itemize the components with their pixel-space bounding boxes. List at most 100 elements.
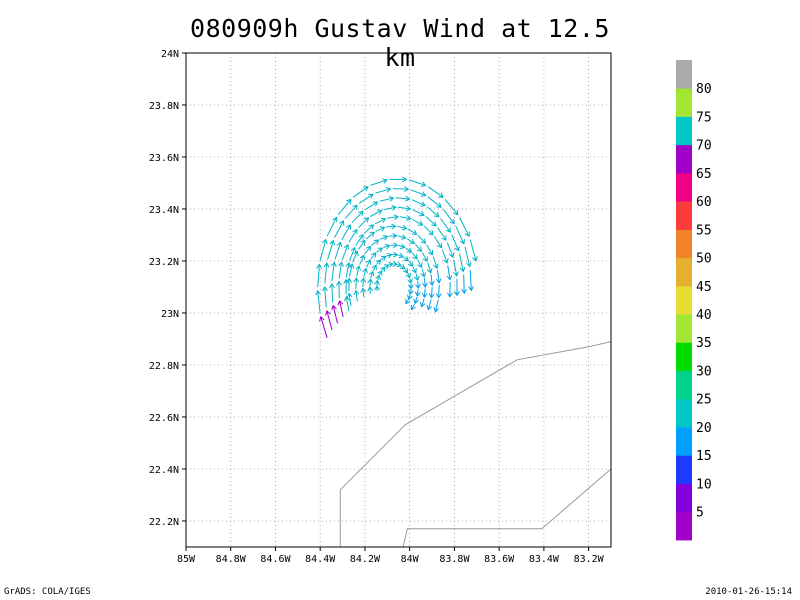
wind-vector-head: [428, 280, 435, 287]
colorbar-segment: [676, 172, 692, 202]
wind-vector: [399, 216, 411, 220]
wind-vector: [427, 196, 442, 208]
wind-vector: [412, 218, 423, 226]
wind-vector: [421, 252, 428, 262]
wind-vector: [326, 217, 337, 237]
wind-vector-head: [360, 277, 367, 283]
wind-vector: [383, 244, 390, 248]
wind-vector-head: [464, 231, 470, 238]
wind-vector-head: [445, 227, 451, 233]
wind-vector: [440, 218, 451, 233]
wind-vector-head: [428, 229, 434, 236]
wind-vector-head: [352, 204, 358, 210]
wind-vector-head: [368, 193, 374, 199]
wind-vector: [332, 305, 338, 324]
wind-vector-head: [405, 195, 411, 202]
wind-vector: [362, 278, 364, 288]
wind-vector-head: [337, 299, 344, 306]
wind-vector: [369, 209, 382, 217]
y-tick-label: 23.8N: [149, 101, 179, 112]
wind-vector: [433, 236, 442, 248]
colorbar-label: 45: [696, 280, 712, 295]
wind-vector-head: [374, 279, 380, 286]
wind-vector: [416, 289, 419, 297]
wind-vector-head: [393, 242, 399, 249]
wind-vector: [427, 262, 432, 273]
wind-vector: [444, 199, 459, 215]
wind-vector-head: [330, 261, 337, 267]
wind-vector-head: [405, 298, 411, 305]
wind-vector-head: [363, 217, 370, 223]
wind-vector-head: [379, 226, 386, 232]
wind-vector-head: [355, 265, 362, 271]
wind-vector-head: [407, 261, 414, 267]
wind-vector-head: [329, 239, 335, 246]
wind-vector-head: [436, 202, 442, 208]
wind-vector: [365, 231, 375, 240]
wind-vector: [331, 283, 334, 303]
wind-vector: [469, 239, 477, 261]
wind-vector: [364, 246, 371, 255]
wind-vector: [412, 209, 425, 216]
wind-vector: [348, 229, 358, 243]
wind-vector-head: [360, 287, 367, 293]
wind-vector-head: [466, 261, 472, 268]
wind-vector: [421, 298, 425, 307]
y-tick-label: 22.4N: [149, 465, 179, 476]
wind-vector-head: [368, 270, 375, 277]
x-tick-label: 84.8W: [216, 554, 247, 565]
wind-vector-head: [411, 229, 418, 235]
wind-vector: [414, 296, 418, 304]
colorbar-segment: [676, 60, 692, 89]
wind-vector-head: [367, 286, 374, 292]
y-axis-ticks: 22.2N 22.4N 22.6N 22.8N 23N 23.2N 23.4N 23.6N 23…: [149, 49, 186, 528]
wind-vector: [395, 197, 410, 200]
colorbar-label: 65: [696, 167, 712, 182]
wind-vector-head: [403, 268, 409, 274]
wind-vector-head: [319, 315, 325, 322]
wind-vector: [387, 216, 399, 219]
wind-vector: [383, 206, 397, 211]
wind-vector-head: [329, 282, 335, 289]
colorbar-segment: [676, 201, 692, 230]
wind-vector-head: [426, 304, 433, 311]
wind-vector-head: [385, 187, 392, 193]
wind-vector: [364, 224, 374, 234]
wind-vector: [352, 251, 358, 263]
wind-vector-head: [343, 278, 350, 284]
wind-vector: [345, 296, 350, 312]
wind-vector: [434, 299, 439, 312]
wind-vector-head: [398, 252, 404, 259]
grid-lines: [186, 53, 611, 547]
y-tick-label: 22.6N: [149, 413, 179, 424]
wind-vector-head: [419, 302, 426, 308]
wind-vector-head: [380, 255, 387, 261]
coastline: [402, 468, 612, 548]
colorbar-label: 20: [696, 421, 712, 436]
colorbar-label: 40: [696, 308, 712, 323]
wind-vector: [427, 299, 432, 310]
colorbar-label: 25: [696, 393, 712, 408]
wind-vector: [451, 234, 460, 251]
y-tick-label: 23.2N: [149, 257, 179, 268]
wind-vector-head: [411, 268, 417, 274]
wind-vector-head: [408, 289, 414, 296]
wind-vector-head: [428, 293, 435, 299]
wind-vector: [421, 268, 425, 277]
wind-vector-head: [391, 223, 397, 230]
colorbar-segment: [676, 314, 692, 343]
wind-vector-head: [459, 239, 465, 245]
footer-timestamp: 2010-01-26-15:14: [705, 587, 792, 597]
wind-vector-head: [419, 211, 425, 217]
wind-vector-head: [436, 242, 442, 249]
wind-vector: [356, 265, 360, 277]
wind-vector-head: [406, 247, 413, 253]
wind-vector: [363, 268, 367, 277]
wind-vector: [376, 247, 383, 253]
wind-vector: [427, 186, 444, 198]
wind-vector-head: [403, 186, 410, 193]
wind-vector-head: [363, 186, 369, 192]
wind-vector-head: [339, 220, 345, 226]
colorbar-segment: [676, 229, 692, 259]
colorbar-segment: [676, 483, 692, 513]
